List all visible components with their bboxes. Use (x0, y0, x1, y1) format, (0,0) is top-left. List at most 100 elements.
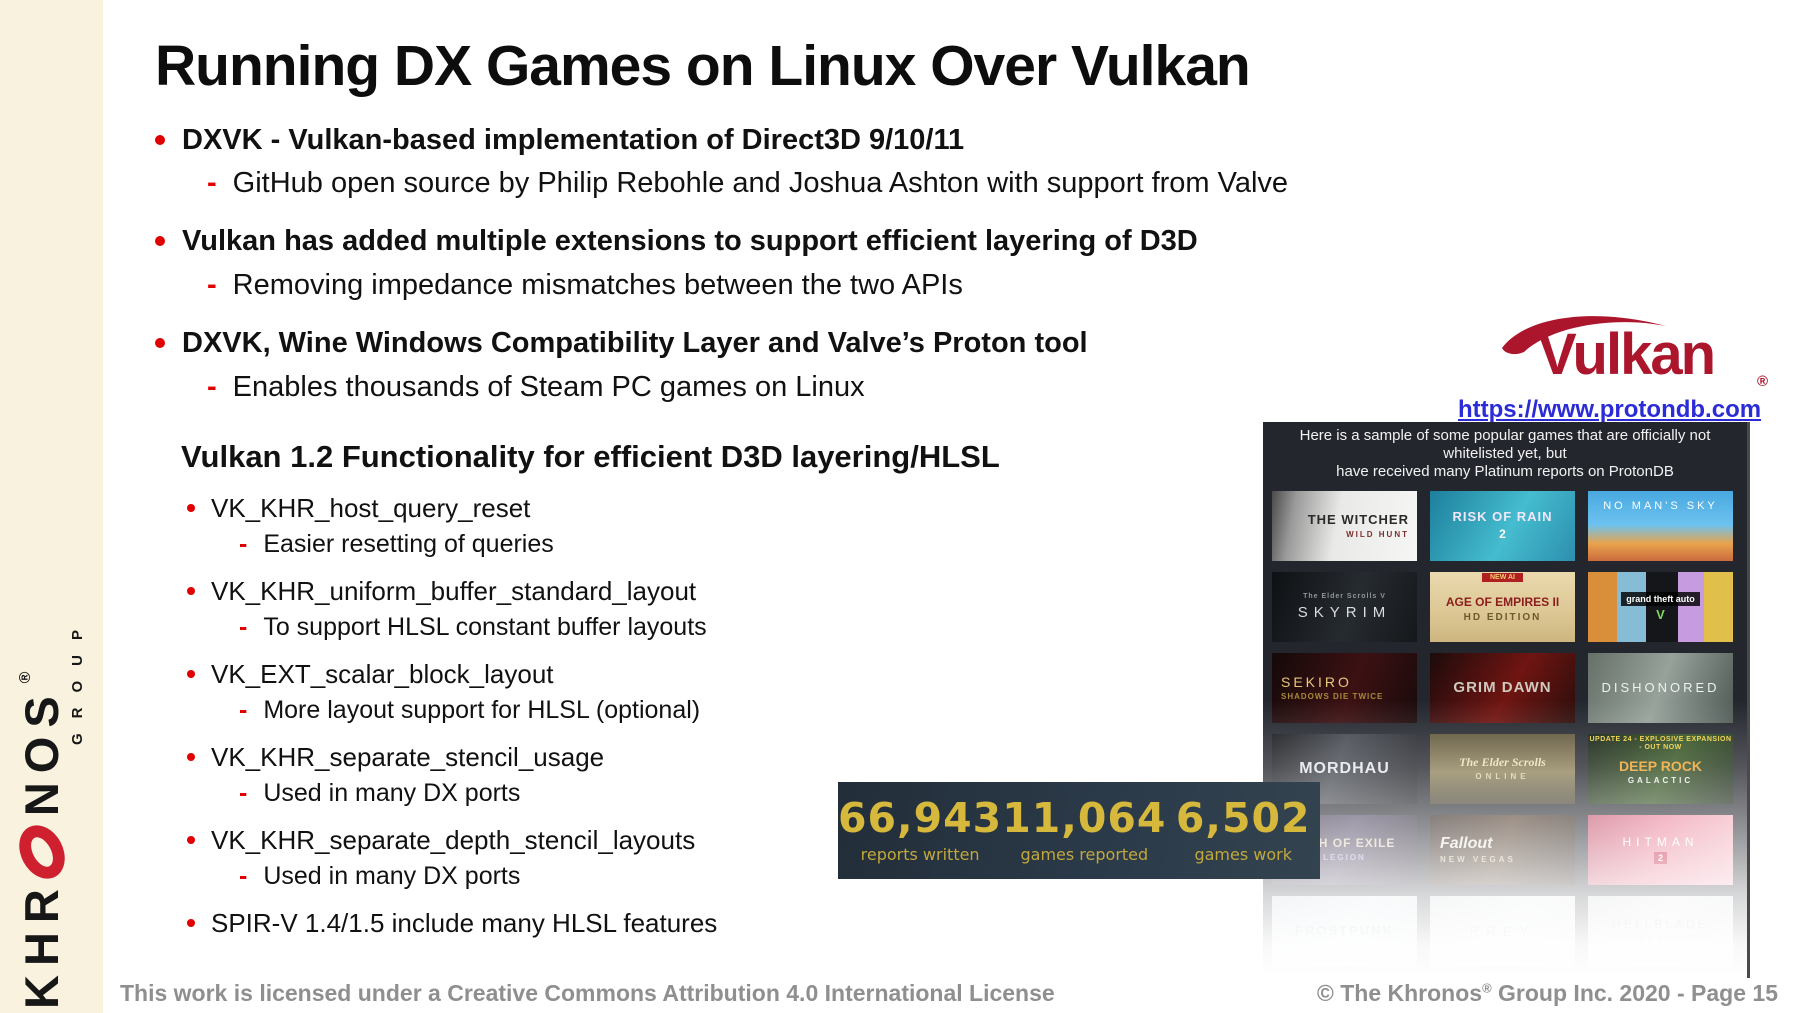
game-title: grand theft auto (1621, 591, 1700, 606)
game-tile-gta-5: grand theft auto V (1588, 572, 1733, 642)
khronos-logo-nos: NOS (14, 687, 68, 817)
dash-marker: - (239, 612, 248, 641)
slide-body: Running DX Games on Linux Over Vulkan DX… (155, 0, 1495, 940)
bullet-marker (187, 753, 195, 762)
copyright-registered-mark: ® (1482, 980, 1492, 996)
feature-sub-text: More layout support for HLSL (optional) (263, 696, 701, 725)
game-title: SEKIRO (1281, 674, 1352, 691)
game-title: HELLBLADE (1612, 917, 1709, 932)
bullet-marker (187, 836, 195, 845)
bullet-marker (187, 919, 195, 928)
stat-value: 6,502 (1175, 793, 1311, 842)
feature-sub-text: Used in many DX ports (263, 779, 521, 808)
game-title: RISK OF RAIN (1452, 509, 1553, 525)
feature-sub-text: Used in many DX ports (263, 862, 521, 891)
protondb-banner-line2: have received many Platinum reports on P… (1336, 463, 1674, 480)
khronos-logo-khr: KHR (14, 880, 68, 1009)
game-tile-skyrim: SKYRIM The Elder Scrolls V (1272, 572, 1417, 642)
game-title: DISHONORED (1601, 679, 1720, 695)
game-title: Fallout (1440, 835, 1493, 852)
vulkan-registered-mark: ® (1756, 373, 1768, 390)
stat-label: reports written (860, 844, 980, 864)
game-grid: THE WITCHER WILD HUNT RISK OF RAIN 2 NO … (1263, 481, 1747, 966)
game-subtitle: GALACTIC (1627, 775, 1694, 785)
sub-bullet-item: - GitHub open source by Philip Rebohle a… (207, 166, 1495, 201)
game-tile-hitman-2: HITMAN 2 (1588, 815, 1733, 885)
protondb-screenshot: Here is a sample of some popular games t… (1263, 422, 1750, 978)
feature-item: VK_KHR_host_query_reset (187, 493, 1495, 524)
game-title: DEEP ROCK (1619, 757, 1702, 774)
bullet-marker (155, 134, 165, 145)
game-tile-no-mans-sky: NO MAN'S SKY (1588, 491, 1733, 561)
game-title: NO MAN'S SKY (1603, 500, 1718, 512)
game-tile-dishonored: DISHONORED (1588, 653, 1733, 723)
bullet-marker (155, 337, 165, 348)
stat-value: 11,064 (1002, 793, 1167, 842)
khronos-o-swirl-icon (9, 817, 73, 887)
sub-bullet-item: - Removing impedance mismatches between … (207, 268, 1495, 303)
feature-text: VK_EXT_scalar_block_layout (211, 658, 554, 689)
protondb-link[interactable]: https://www.protondb.com (1458, 396, 1762, 423)
feature-item: VK_KHR_separate_stencil_usage (187, 742, 1495, 773)
sub-bullet-item: - Enables thousands of Steam PC games on… (207, 370, 1495, 405)
feature-text: SPIR-V 1.4/1.5 include many HLSL feature… (211, 908, 718, 939)
game-title: PREY (1469, 922, 1536, 939)
dash-marker: - (239, 696, 248, 725)
feature-sub-item: - To support HLSL constant buffer layout… (239, 612, 1495, 642)
vulkan-logo: Vulkan ® (1498, 310, 1770, 396)
khronos-group-label: GROUP (68, 615, 86, 746)
vulkan-swoosh-icon (1502, 316, 1666, 355)
dash-marker: - (239, 779, 248, 808)
game-tile-hellblade: HELLBLADE SENUA'S SACRIFICE (1588, 896, 1733, 966)
game-title: AGE OF EMPIRES II (1445, 595, 1560, 610)
game-banner: NEW AI (1430, 573, 1575, 582)
game-subtitle: 2 (1499, 527, 1506, 542)
feature-text: VK_KHR_separate_depth_stencil_layouts (211, 825, 696, 856)
bullet-marker (187, 586, 195, 595)
game-subtitle: LEGION (1323, 853, 1366, 863)
dash-marker: - (207, 370, 217, 403)
feature-sub-item: - Easier resetting of queries (239, 529, 1495, 559)
section-title: Vulkan 1.2 Functionality for efficient D… (181, 439, 1000, 475)
bullet-marker (155, 236, 165, 247)
game-subtitle: NEW VEGAS (1440, 855, 1516, 865)
stat-games-work: 6,502 games work (1166, 793, 1320, 864)
game-subtitle: The Elder Scrolls V (1303, 593, 1386, 601)
game-banner: UPDATE 24 - EXPLOSIVE EXPANSION - OUT NO… (1589, 736, 1732, 751)
feature-text: VK_KHR_separate_stencil_usage (211, 742, 605, 773)
feature-text: VK_KHR_host_query_reset (211, 492, 531, 523)
feature-sub-item: - More layout support for HLSL (optional… (239, 695, 1495, 725)
game-tile-age-of-empires-2-hd: NEW AI AGE OF EMPIRES II HD EDITION (1430, 572, 1575, 642)
feature-sub-text: To support HLSL constant buffer layouts (263, 612, 707, 641)
vulkan-wordmark: Vulkan (1538, 322, 1716, 387)
dash-marker: - (207, 167, 217, 200)
feature-sub-item: - Used in many DX ports (239, 861, 1495, 891)
game-title: FROSTPUNK (1295, 922, 1394, 938)
bullet-marker (187, 669, 195, 678)
game-subtitle: 2 (1653, 851, 1667, 865)
game-tile-prey: PREY (1430, 896, 1575, 966)
game-subtitle: SENUA'S SACRIFICE (1611, 934, 1710, 944)
bullet-text: DXVK, Wine Windows Compatibility Layer a… (182, 326, 1088, 359)
game-tile-fallout-new-vegas: Fallout NEW VEGAS (1430, 815, 1575, 885)
feature-item: VK_KHR_separate_depth_stencil_layouts (187, 825, 1495, 856)
protondb-stats-banner: 66,943 reports written 11,064 games repo… (838, 782, 1320, 879)
game-subtitle: V (1656, 606, 1665, 622)
feature-item: VK_EXT_scalar_block_layout (187, 659, 1495, 690)
dash-marker: - (239, 529, 248, 558)
bullet-text: DXVK - Vulkan-based implementation of Di… (182, 123, 965, 156)
page-title: Running DX Games on Linux Over Vulkan (155, 34, 1251, 98)
game-title: MORDHAU (1299, 759, 1390, 777)
feature-text: VK_KHR_uniform_buffer_standard_layout (211, 575, 697, 606)
game-title: HITMAN (1622, 834, 1699, 849)
game-subtitle: WILD HUNT (1346, 529, 1409, 539)
game-title: SKYRIM (1297, 603, 1392, 621)
bullet-item: DXVK - Vulkan-based implementation of Di… (155, 123, 1495, 158)
stat-games-reported: 11,064 games reported (1002, 793, 1167, 864)
game-subtitle: ONLINE (1475, 772, 1530, 782)
protondb-banner: Here is a sample of some popular games t… (1263, 422, 1747, 481)
game-tile-frostpunk: FROSTPUNK (1272, 896, 1417, 966)
copyright-text: © The Khronos® Group Inc. 2020 - Page 15 (1317, 980, 1778, 1007)
game-tile-elder-scrolls-online: The Elder Scrolls ONLINE (1430, 734, 1575, 804)
stat-value: 66,943 (838, 793, 1003, 842)
